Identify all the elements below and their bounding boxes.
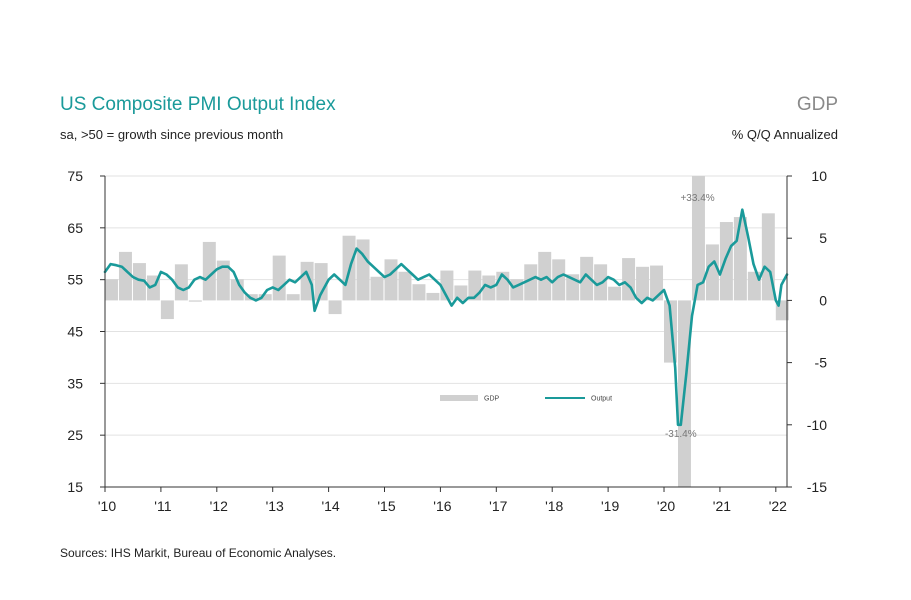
x-tick-label: '21 [713,498,731,514]
gdp-bar [608,286,622,301]
gdp-bar [314,263,328,301]
gdp-bar [398,271,412,301]
output-series-line [103,208,789,427]
chart-subtitle: sa, >50 = growth since previous month [60,127,284,142]
left-tick-label: 35 [67,375,83,391]
right-tick-label: -15 [807,479,827,495]
x-tick-label: '19 [601,498,619,514]
gdp-bar [552,259,566,301]
x-tick-label: '13 [266,498,284,514]
gdp-bar [105,279,118,301]
gdp-bar [524,264,538,301]
chart-title: US Composite PMI Output Index [60,94,336,115]
x-tick-label: '12 [210,498,228,514]
x-tick-labels: '10 '11 '12 '13 '14 '15 '16 '17 '18 '19 '20 '21 '22 [98,498,787,514]
gdp-bar [300,261,314,301]
right-tick-label: 0 [819,292,827,308]
legend-gdp-swatch [440,395,478,401]
gdp-bar [160,300,174,320]
source-note: Sources: IHS Markit, Bureau of Economic … [60,546,337,560]
gdp-bar [272,255,286,301]
gdp-bar [384,259,398,301]
legend-output-label: Output [591,396,612,403]
left-tick-label: 75 [67,168,83,184]
left-tick-label: 15 [67,479,83,495]
right-tick-label: -5 [815,355,828,371]
gdp-bar [733,217,747,301]
gdp-bar [650,265,664,301]
x-tick-label: '17 [489,498,507,514]
x-tick-label: '15 [377,498,395,514]
right-tick-labels: 10 5 0 -5 -10 -15 [807,168,827,495]
gdp-bar [258,294,272,301]
gdp-bar [426,292,440,301]
gdp-bar [412,284,426,301]
axes [100,175,792,492]
left-tick-label: 45 [67,324,83,340]
annotation-label: -31.4% [665,429,697,440]
right-tick-label: 10 [811,168,827,184]
gdp-bar [216,260,230,301]
gdp-bar [188,300,202,302]
x-tick-label: '22 [769,498,787,514]
left-tick-label: 65 [67,220,83,236]
gdp-bar [174,264,188,301]
annotations: +33.4% -31.4% [665,193,715,440]
gdp-bar [356,239,370,301]
gdp-bar [118,251,132,301]
gdp-bar [691,176,705,301]
annotation-label: +33.4% [680,193,714,204]
right-axis-title: GDP [796,94,838,115]
gdp-bar [580,256,594,301]
gdp-bar [202,241,216,301]
x-tick-label: '18 [545,498,563,514]
legend-gdp-label: GDP [484,396,500,403]
x-tick-label: '16 [433,498,451,514]
gdp-bar [705,244,719,301]
right-axis-subtitle: % Q/Q Annualized [731,127,838,142]
gdp-bar [538,251,552,301]
gdp-bar [719,222,733,301]
left-tick-labels: 75 65 55 45 35 25 15 [67,168,83,495]
x-tick-label: '20 [657,498,675,514]
gdp-bar [636,266,650,301]
x-tick-label: '11 [154,498,171,514]
gdp-bar [286,294,300,301]
left-tick-label: 55 [67,272,83,288]
x-tick-label: '14 [321,498,339,514]
right-tick-label: 5 [819,230,827,246]
left-tick-label: 25 [67,427,83,443]
legend: GDP Output [440,395,612,403]
right-tick-label: -10 [807,417,827,433]
x-tick-label: '10 [98,498,116,514]
output-line [103,208,789,427]
gdp-bar [328,300,342,315]
gdp-bar [370,276,384,301]
gdp-bar [132,263,146,301]
